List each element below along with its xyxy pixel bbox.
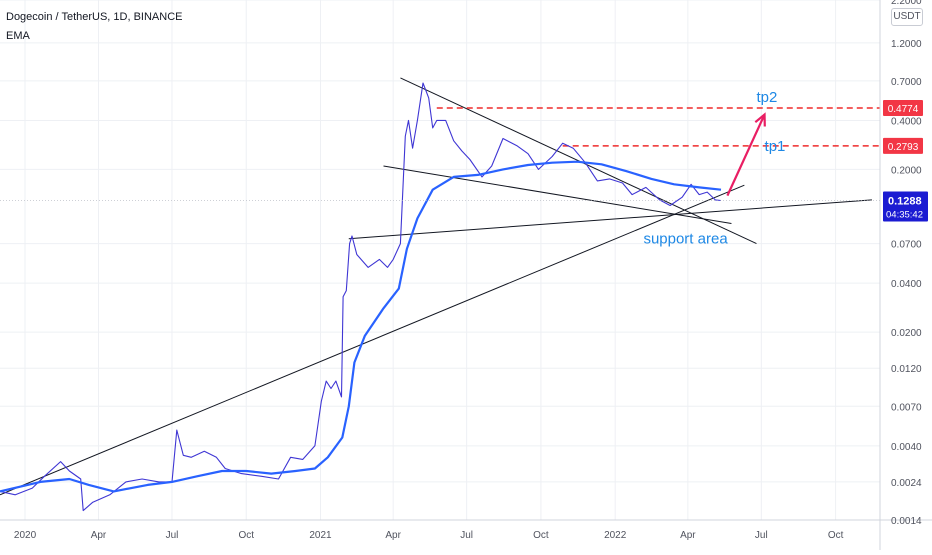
x-tick-label: Apr [91,530,107,541]
y-tick-label: 0.0200 [891,328,922,339]
symbol-title[interactable]: Dogecoin / TetherUS, 1D, BINANCE [6,11,183,23]
arrow-head [754,112,766,127]
x-tick-label: Apr [385,530,401,541]
y-tick-label: 0.0120 [891,364,922,375]
y-tick-label: 0.7000 [891,77,922,88]
x-tick-label: Oct [533,530,549,541]
annotation-text[interactable]: support area [643,231,728,248]
target-lines[interactable] [436,107,880,147]
trendline[interactable] [0,184,745,496]
grid [0,0,880,521]
countdown-label: 04:35:42 [886,210,923,221]
annotation-text[interactable]: tp2 [756,89,777,106]
annotation-text[interactable]: tp1 [765,138,786,155]
y-tick-label: 1.2000 [891,39,922,50]
y-tick-label: 0.4000 [891,116,922,127]
x-tick-label: Jul [755,530,768,541]
annotations[interactable]: tp2 tp1 support area [643,89,785,248]
y-tick-label: 0.0400 [891,279,922,290]
current-price-label: 0.1288 [888,196,922,208]
target-arrow[interactable] [726,114,766,197]
x-tick-label: Jul [460,530,473,541]
currency-badge[interactable]: USDT [891,8,923,26]
y-tick-label: 0.0014 [891,516,922,527]
trendline[interactable] [383,165,732,225]
trendlines[interactable] [0,77,872,496]
price-tags: 0.4774 0.2793 0.1288 04:35:42 [0,99,928,222]
x-tick-label: Jul [166,530,179,541]
price-series-line [0,82,722,512]
target-price-tag [883,137,923,154]
y-tick-label: 0.0040 [891,442,922,453]
y-tick-label: 0.2000 [891,165,922,176]
x-tick-label: Oct [828,530,844,541]
trendline[interactable] [348,199,872,240]
x-tick-label: Oct [238,530,254,541]
x-tick-label: 2020 [14,530,37,541]
target-price-tag [883,99,923,116]
x-tick-label: 2022 [604,530,627,541]
y-tick-label: 0.0700 [891,240,922,251]
ema-series-line [0,160,722,493]
x-tick-label: Apr [680,530,696,541]
y-tick-label: 0.0024 [891,478,922,489]
y-tick-label: 2.2000 [891,0,922,7]
target-price-label: 0.2793 [888,142,919,153]
current-price-tag [883,191,928,222]
series [0,82,722,512]
y-tick-label: 0.0070 [891,402,922,413]
x-tick-label: 2021 [309,530,332,541]
indicator-label[interactable]: EMA [6,30,30,42]
target-price-label: 0.4774 [888,104,919,115]
